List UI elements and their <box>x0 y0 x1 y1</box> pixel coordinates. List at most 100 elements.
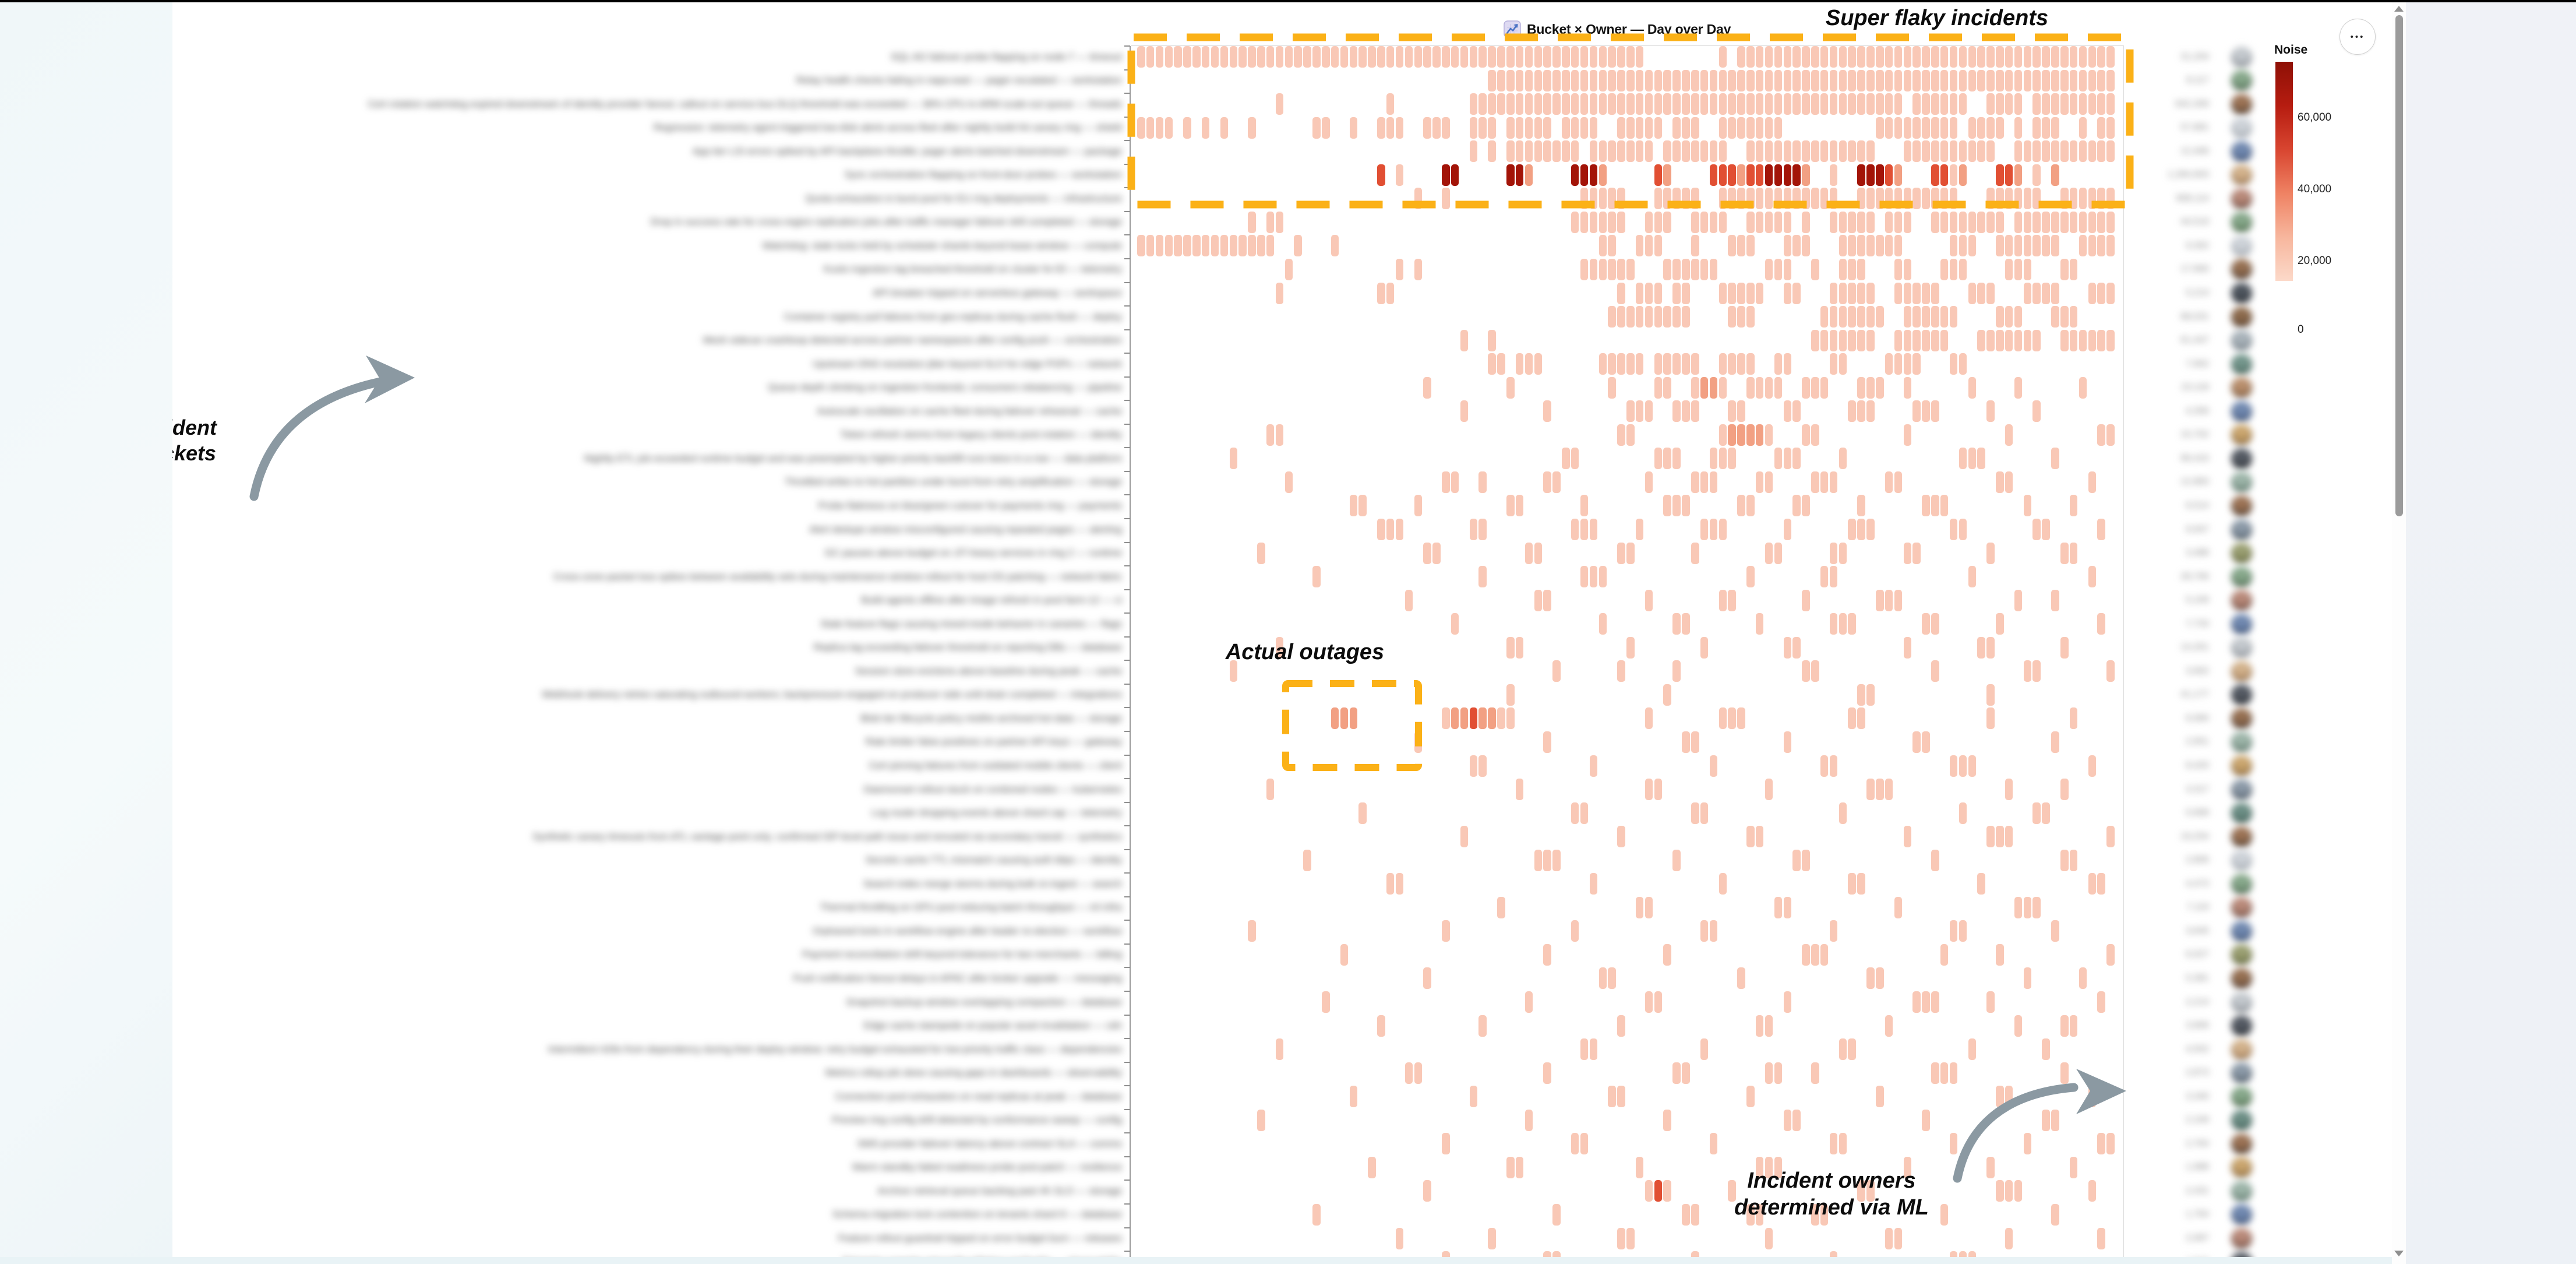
heatmap-cell[interactable] <box>1562 69 1570 91</box>
heatmap-cell[interactable] <box>1802 660 1810 682</box>
heatmap-cell[interactable] <box>1996 1180 2004 1202</box>
heatmap-cell[interactable] <box>1912 93 1921 115</box>
heatmap-cell[interactable] <box>1137 46 1145 68</box>
heatmap-cell[interactable] <box>1949 920 1958 942</box>
heatmap-cell[interactable] <box>1423 1180 1431 1202</box>
heatmap-cell[interactable] <box>1137 235 1145 257</box>
heatmap-cell[interactable] <box>1857 684 1865 706</box>
heatmap-cell[interactable] <box>1746 69 1755 91</box>
heatmap-cell[interactable] <box>1986 636 1995 659</box>
heatmap-cell[interactable] <box>1765 376 1773 399</box>
heatmap-cell[interactable] <box>1497 69 1505 91</box>
heatmap-cell[interactable] <box>1598 188 1607 210</box>
heatmap-cell[interactable] <box>1165 117 1173 139</box>
heatmap-cell[interactable] <box>1395 164 1404 186</box>
heatmap-cell[interactable] <box>1506 636 1515 659</box>
heatmap-cell[interactable] <box>1562 93 1570 115</box>
heatmap-cell[interactable] <box>1848 258 1856 280</box>
heatmap-cell[interactable] <box>1626 258 1635 280</box>
heatmap-cell[interactable] <box>1728 164 1736 186</box>
heatmap-cell[interactable] <box>2088 329 2097 351</box>
heatmap-cell[interactable] <box>1839 1038 1847 1061</box>
heatmap-cell[interactable] <box>2069 542 2078 564</box>
heatmap-cell[interactable] <box>2032 164 2041 186</box>
heatmap-cell[interactable] <box>1718 873 1727 895</box>
heatmap-cell[interactable] <box>1608 211 1616 233</box>
heatmap-cell[interactable] <box>1368 1156 1376 1178</box>
heatmap-cell[interactable] <box>1617 93 1625 115</box>
heatmap-cell[interactable] <box>1635 69 1644 91</box>
heatmap-cell[interactable] <box>1654 117 1663 139</box>
heatmap-cell[interactable] <box>2051 448 2059 470</box>
heatmap-cell[interactable] <box>1700 636 1709 659</box>
heatmap-cell[interactable] <box>1866 235 1875 257</box>
heatmap-cell[interactable] <box>1515 353 1524 375</box>
heatmap-cell[interactable] <box>1691 1203 1699 1226</box>
heatmap-cell[interactable] <box>1266 779 1275 801</box>
heatmap-cell[interactable] <box>1829 471 1838 493</box>
heatmap-cell[interactable] <box>1839 282 1847 304</box>
heatmap-cell[interactable] <box>1931 660 1939 682</box>
heatmap-cell[interactable] <box>2079 329 2087 351</box>
heatmap-cell[interactable] <box>1571 211 1579 233</box>
heatmap-cell[interactable] <box>1275 93 1284 115</box>
heatmap-cell[interactable] <box>1515 46 1524 68</box>
heatmap-cell[interactable] <box>2014 164 2023 186</box>
heatmap-cell[interactable] <box>1617 826 1625 848</box>
heatmap-cell[interactable] <box>1820 140 1829 163</box>
heatmap-cell[interactable] <box>1248 46 1256 68</box>
heatmap-cell[interactable] <box>1931 306 1939 328</box>
heatmap-cell[interactable] <box>1949 258 1958 280</box>
heatmap-cell[interactable] <box>1977 117 1985 139</box>
heatmap-cell[interactable] <box>2032 519 2041 540</box>
heatmap-cell[interactable] <box>1672 660 1681 682</box>
heatmap-cell[interactable] <box>1645 471 1653 493</box>
heatmap-cell[interactable] <box>2005 424 2013 446</box>
heatmap-cell[interactable] <box>1783 353 1791 375</box>
heatmap-cell[interactable] <box>1922 400 1930 422</box>
heatmap-cell[interactable] <box>1746 353 1755 375</box>
heatmap-cell[interactable] <box>1811 46 1819 68</box>
heatmap-cell[interactable] <box>1635 519 1644 540</box>
heatmap-cell[interactable] <box>2106 282 2115 304</box>
heatmap-cell[interactable] <box>1608 376 1616 399</box>
heatmap-cell[interactable] <box>1866 46 1875 68</box>
heatmap-cell[interactable] <box>1866 519 1875 540</box>
heatmap-cell[interactable] <box>2032 282 2041 304</box>
heatmap-cell[interactable] <box>1931 495 1939 517</box>
heatmap-cell[interactable] <box>1691 353 1699 375</box>
heatmap-cell[interactable] <box>1857 400 1865 422</box>
heatmap-cell[interactable] <box>1728 69 1736 91</box>
heatmap-cell[interactable] <box>2014 69 2023 91</box>
heatmap-cell[interactable] <box>1820 46 1829 68</box>
heatmap-cell[interactable] <box>1617 660 1625 682</box>
heatmap-cell[interactable] <box>1645 779 1653 801</box>
heatmap-cell[interactable] <box>1663 448 1671 470</box>
heatmap-cell[interactable] <box>1829 46 1838 68</box>
heatmap-cell[interactable] <box>2088 1180 2097 1202</box>
heatmap-cell[interactable] <box>1959 802 1967 824</box>
heatmap-cell[interactable] <box>2023 329 2032 351</box>
heatmap-cell[interactable] <box>1192 46 1201 68</box>
heatmap-cell[interactable] <box>1257 235 1265 257</box>
heatmap-cell[interactable] <box>1460 46 1469 68</box>
heatmap-cell[interactable] <box>1986 329 1995 351</box>
heatmap-cell[interactable] <box>1885 1015 1893 1037</box>
heatmap-cell[interactable] <box>1811 660 1819 682</box>
heatmap-cell[interactable] <box>1525 542 1533 564</box>
heatmap-cell[interactable] <box>1940 1062 1949 1084</box>
heatmap-cell[interactable] <box>1700 93 1709 115</box>
heatmap-cell[interactable] <box>1506 707 1515 730</box>
heatmap-cell[interactable] <box>1275 1038 1284 1061</box>
heatmap-cell[interactable] <box>1626 353 1635 375</box>
heatmap-cell[interactable] <box>1220 235 1229 257</box>
heatmap-cell[interactable] <box>2069 69 2078 91</box>
heatmap-cell[interactable] <box>2032 211 2041 233</box>
heatmap-cell[interactable] <box>1765 117 1773 139</box>
heatmap-cell[interactable] <box>1654 282 1663 304</box>
heatmap-cell[interactable] <box>2079 46 2087 68</box>
heatmap-cell[interactable] <box>1755 471 1764 493</box>
heatmap-cell[interactable] <box>2042 235 2050 257</box>
heatmap-cell[interactable] <box>1922 495 1930 517</box>
heatmap-cell[interactable] <box>1571 69 1579 91</box>
